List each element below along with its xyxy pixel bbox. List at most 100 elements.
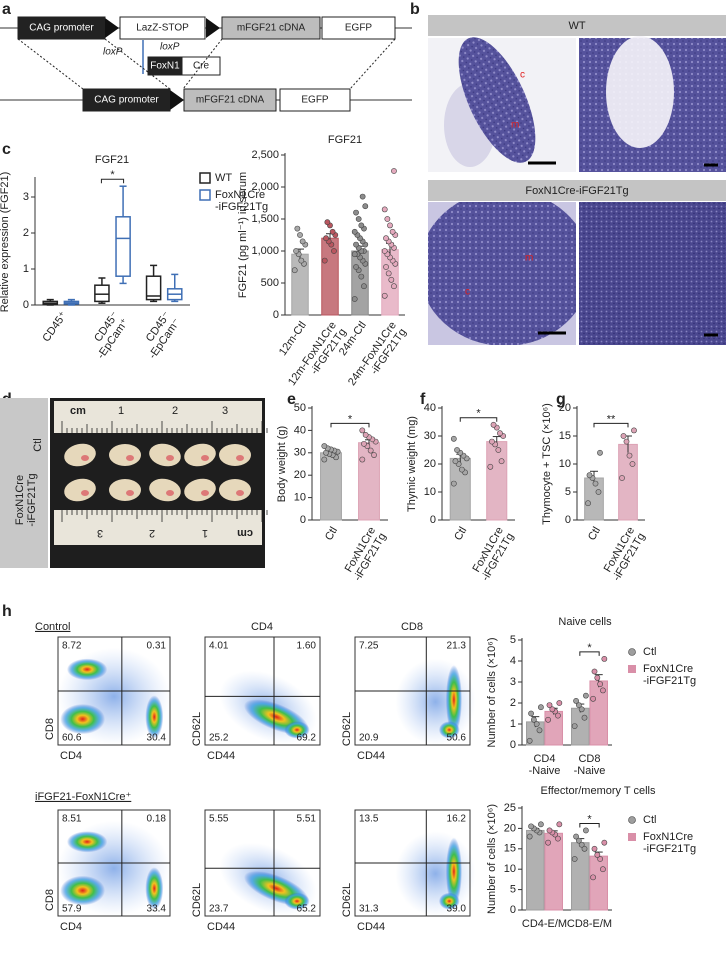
data-point	[381, 292, 388, 299]
construct-label: LazZ-STOP	[136, 23, 189, 34]
y-tick-label: 25	[504, 802, 516, 814]
thymus-spot	[201, 490, 209, 496]
construct-label: EGFP	[301, 95, 329, 106]
thymus-spot	[201, 455, 209, 461]
data-point	[538, 704, 544, 711]
data-point	[594, 674, 601, 681]
significance-bracket	[579, 651, 600, 656]
thymus	[184, 443, 216, 467]
data-point	[381, 206, 388, 213]
quadrant-value: 7.25	[359, 641, 379, 652]
ruler-label: 2	[172, 405, 178, 417]
thymus	[149, 478, 181, 502]
data-point	[297, 232, 303, 238]
y-tick-label: 10	[504, 863, 516, 875]
loxp-triangle	[170, 90, 184, 110]
y-tick-label: 1,000	[251, 245, 279, 257]
thymus-spot	[166, 455, 174, 461]
data-point	[498, 458, 505, 465]
data-point	[583, 827, 589, 834]
y-tick-label: 1	[510, 718, 516, 730]
data-point	[291, 267, 298, 274]
text-line: -iFGF21Tg	[643, 675, 696, 687]
data-point	[355, 216, 362, 222]
data-point	[321, 443, 328, 449]
quadrant-value: 30.4	[147, 733, 167, 744]
thymus	[109, 444, 141, 466]
thymus	[109, 479, 141, 501]
data-point	[359, 456, 366, 463]
chart-title: FGF21	[328, 134, 362, 146]
legend-marker	[199, 172, 211, 184]
tissue-gap	[606, 36, 674, 148]
data-point	[600, 866, 606, 873]
y-tick-label: 30	[294, 447, 306, 459]
density	[284, 892, 310, 910]
data-point	[578, 706, 585, 713]
data-point	[571, 723, 578, 729]
quadrant-value: 5.55	[209, 814, 229, 825]
quadrant-value: 23.7	[209, 904, 229, 915]
ruler-label: 3	[97, 527, 103, 539]
data-point	[578, 841, 585, 848]
density	[66, 831, 108, 853]
y-tick-label: 5	[510, 884, 516, 896]
data-point	[362, 431, 369, 438]
data-point	[620, 433, 627, 439]
data-point	[387, 222, 393, 229]
y-tick-label: 0	[300, 514, 306, 526]
group-label: FoxN1Cre-iFGF21Tg	[525, 185, 628, 197]
data-point	[619, 475, 625, 481]
y-tick-label: 3	[510, 676, 516, 688]
data-point	[321, 257, 328, 264]
thymus-spot	[236, 455, 244, 461]
significance-label: **	[607, 413, 616, 425]
quadrant-value: 4.01	[209, 641, 229, 652]
thymus	[149, 443, 181, 467]
group-label: Control	[35, 621, 70, 633]
quadrant-value: 13.5	[359, 814, 379, 825]
data-point	[490, 421, 497, 428]
flow-y-label: CD8	[44, 889, 56, 911]
construct-label: EGFP	[345, 23, 373, 34]
driver-box	[181, 56, 221, 76]
data-point	[581, 714, 588, 721]
construct-box	[321, 16, 396, 40]
y-tick-label: 10	[424, 486, 436, 498]
flow-x-label: CD4	[60, 750, 82, 762]
data-point	[526, 833, 533, 840]
data-point	[388, 276, 395, 283]
density	[438, 721, 460, 739]
y-tick-label: 2,000	[251, 181, 279, 193]
quadrant-value: 39.0	[447, 904, 467, 915]
data-point	[389, 228, 396, 235]
y-axis-label: FGF21 (pg ml⁻¹) in serum	[237, 172, 249, 298]
y-tick-label: 5	[510, 634, 516, 646]
data-point	[575, 702, 582, 708]
flow-y-label: CD62L	[191, 883, 203, 917]
data-point	[450, 480, 457, 487]
region-label: c	[520, 70, 525, 81]
x-tick-label: Ctl	[586, 525, 603, 543]
data-point	[538, 821, 544, 828]
data-point	[458, 466, 465, 473]
data-point	[452, 458, 459, 465]
flow-x-label: CD44	[207, 921, 235, 933]
x-tick-label: CD4-E/M	[522, 918, 567, 930]
significance-bracket	[100, 178, 125, 184]
data-point	[581, 845, 588, 852]
data-point	[454, 447, 460, 453]
data-point	[590, 874, 596, 881]
loxp-triangle	[105, 18, 119, 38]
y-tick-label: 0	[510, 904, 516, 916]
loxp-label: loxP	[160, 42, 180, 53]
quadrant-value: 65.2	[297, 904, 317, 915]
x-tick-label: Ctl	[323, 525, 340, 543]
text-line: -iFGF21Tg	[26, 473, 38, 526]
loxp-triangle	[206, 18, 220, 38]
thymus-spot	[126, 455, 134, 461]
ruler-label: 1	[202, 527, 208, 539]
recombination-guide	[349, 38, 396, 90]
density	[438, 892, 460, 910]
significance-label: *	[110, 169, 115, 181]
